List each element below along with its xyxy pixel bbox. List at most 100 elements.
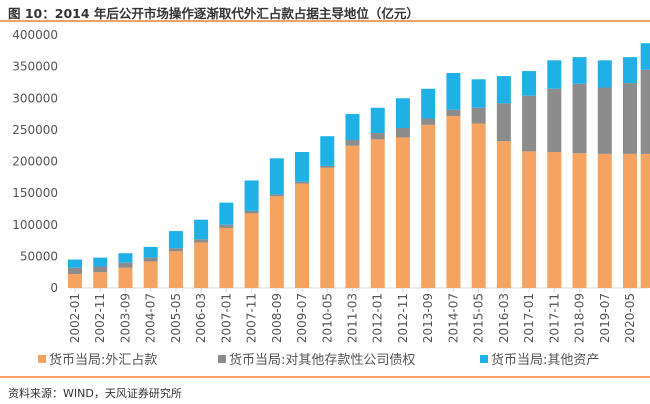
bar-segment	[446, 115, 461, 289]
bar-segment	[421, 88, 436, 119]
bar-segment	[572, 83, 587, 154]
bar-segment	[345, 114, 360, 140]
bar-segment	[194, 242, 209, 288]
bar-segment	[623, 83, 637, 154]
y-tick-label: 150000	[12, 186, 58, 200]
bar-segment	[219, 202, 234, 225]
bar-segment	[421, 118, 436, 125]
bar-segment	[395, 98, 410, 128]
x-tick-label: 2002-01	[68, 293, 82, 343]
x-tick-label: 2018-09	[573, 293, 587, 343]
y-tick-label: 350000	[12, 60, 58, 74]
bar-segment	[597, 153, 612, 288]
bar-segment	[572, 57, 587, 84]
x-tick-label: 2008-09	[270, 293, 284, 343]
bar-segment	[597, 60, 612, 88]
bar-segment	[295, 183, 310, 288]
y-tick-label: 250000	[12, 123, 58, 137]
x-tick-label: 2004-07	[144, 293, 158, 343]
bar-segment	[93, 272, 108, 288]
bar-segment	[269, 158, 284, 195]
bar-segment	[471, 107, 486, 124]
legend-label: 货币当局:对其他存款性公司债权	[229, 352, 415, 368]
bar-segment	[370, 107, 385, 134]
x-tick-label: 2012-11	[396, 293, 410, 343]
legend-label: 货币当局:外汇占款	[49, 352, 157, 368]
bar-segment	[547, 60, 562, 89]
bar-segment	[244, 180, 259, 211]
x-tick-label: 2009-07	[295, 293, 309, 343]
x-tick-label: 2006-03	[194, 293, 208, 343]
bar-segment	[421, 124, 436, 288]
source-note: 资料来源：WIND，天风证券研究所	[8, 387, 182, 400]
x-tick-label: 2002-11	[93, 293, 107, 343]
bar-segment	[295, 152, 310, 182]
x-tick-label: 2011-03	[346, 293, 360, 343]
bar-segment	[446, 72, 461, 110]
x-tick-label: 2013-09	[421, 293, 435, 343]
bar-segment	[471, 79, 486, 108]
bar-segment	[68, 259, 82, 268]
y-tick-label: 300000	[12, 91, 58, 105]
bar-segment	[269, 196, 284, 288]
bar-segment	[547, 88, 562, 153]
chart-title: 图 10：2014 年后公开市场操作逐渐取代外汇占款占据主导地位（亿元）	[8, 6, 419, 21]
bar-segment	[522, 95, 537, 152]
y-tick-label: 200000	[12, 155, 58, 169]
bar-segment	[395, 127, 410, 138]
x-tick-label: 2019-07	[598, 293, 612, 343]
y-tick-label: 400000	[12, 28, 58, 42]
stacked-bar-chart: 0 50000 100000 150000 200000 250000 300000 3500…	[12, 28, 650, 368]
bar-segment	[143, 246, 158, 258]
bar-segment	[370, 139, 385, 288]
bar-segment	[623, 153, 637, 288]
bar-segment	[93, 257, 108, 267]
bar-segment	[143, 261, 158, 288]
legend-swatch	[480, 355, 488, 363]
bar-segment	[496, 141, 511, 288]
bar-segment	[118, 267, 133, 288]
x-tick-label: 2010-05	[320, 293, 334, 343]
bar-segment	[269, 194, 284, 197]
legend-swatch	[38, 355, 46, 363]
bar-segment	[496, 76, 511, 104]
x-tick-label: 2003-09	[118, 293, 132, 343]
bar-segment	[68, 267, 82, 275]
x-tick-label: 2016-03	[497, 293, 511, 343]
bar-segment	[370, 133, 385, 140]
bar-segment	[320, 136, 335, 166]
bar-segment	[194, 239, 209, 243]
x-tick-label: 2005-05	[169, 293, 183, 343]
bar-segment	[572, 153, 587, 288]
footer-divider	[0, 376, 650, 378]
bar-segment	[68, 274, 82, 288]
bar-segment	[143, 257, 158, 262]
bar-segment	[345, 145, 360, 288]
bar-segment	[522, 71, 537, 96]
bar-segment	[640, 153, 650, 288]
bar-segment	[395, 137, 410, 288]
x-tick-label: 2015-05	[472, 293, 486, 343]
bar-segment	[244, 213, 259, 288]
bar-segment	[168, 251, 183, 288]
bar-segment	[446, 109, 461, 116]
x-tick-label: 2014-07	[446, 293, 460, 343]
x-tick-label: 2007-11	[245, 293, 259, 343]
bar-segment	[623, 57, 637, 84]
bar-segment	[320, 167, 335, 288]
bar-segment	[320, 165, 335, 168]
legend-label: 货币当局:其他资产	[491, 352, 599, 368]
bar-segment	[295, 181, 310, 184]
bar-segment	[219, 227, 234, 288]
bar-segment	[93, 266, 108, 273]
bar-segment	[640, 43, 650, 70]
bar-segment	[219, 224, 234, 228]
bar-segment	[597, 87, 612, 154]
legend-swatch	[218, 355, 226, 363]
bar-segment	[118, 262, 133, 268]
bar-segment	[194, 219, 209, 240]
y-tick-label: 50000	[20, 249, 58, 263]
bar-segment	[640, 69, 650, 154]
bar-segment	[168, 231, 183, 249]
bar-segment	[118, 253, 133, 263]
